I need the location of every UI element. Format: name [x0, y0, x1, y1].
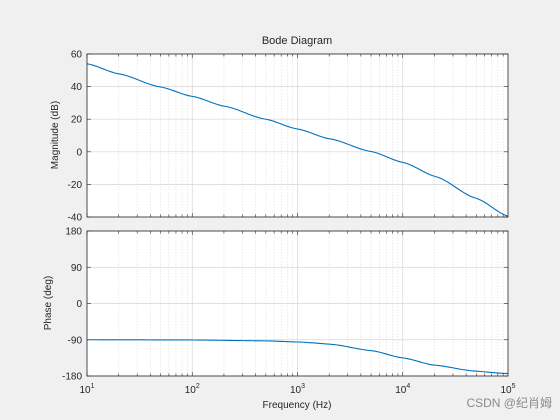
- frequency-axis-label: Frequency (Hz): [263, 400, 332, 411]
- y-tick-label: 0: [76, 299, 82, 310]
- y-tick-label: -40: [68, 213, 83, 224]
- y-tick-label: 90: [71, 263, 83, 274]
- magnitude-axis-label: Magnitude (dB): [50, 101, 61, 169]
- x-tick-label: 104: [395, 383, 410, 396]
- y-tick-label: -90: [68, 335, 83, 346]
- phase-line: [87, 339, 509, 375]
- x-tick-label: 102: [185, 383, 200, 396]
- y-tick-label: 60: [71, 50, 83, 61]
- y-tick-label: 0: [76, 147, 82, 158]
- x-tick-label: 105: [500, 383, 515, 396]
- chart-title: Bode Diagram: [262, 35, 332, 47]
- x-tick-label: 101: [79, 383, 94, 396]
- phase-series: [87, 339, 509, 375]
- y-tick-label: 180: [65, 227, 82, 238]
- y-tick-label: -20: [68, 180, 83, 191]
- magnitude-series: [86, 63, 509, 217]
- phase-axis-label: Phase (deg): [43, 276, 54, 330]
- phase-axes-box: [86, 230, 509, 377]
- magnitude-axes-box: [86, 53, 509, 218]
- y-tick-label: 40: [71, 82, 83, 93]
- watermark: CSDN @纪肖姆: [466, 396, 552, 410]
- magnitude-tick-labels: -40 -20 0 20 40 60: [68, 50, 83, 224]
- magnitude-line: [86, 63, 509, 217]
- frequency-tick-labels: 101 102 103 104 105: [79, 383, 515, 396]
- x-tick-label: 103: [290, 383, 305, 396]
- phase-tick-labels: -180 -90 0 90 180: [62, 227, 82, 383]
- y-tick-label: 20: [71, 115, 83, 126]
- y-tick-label: -180: [62, 372, 82, 383]
